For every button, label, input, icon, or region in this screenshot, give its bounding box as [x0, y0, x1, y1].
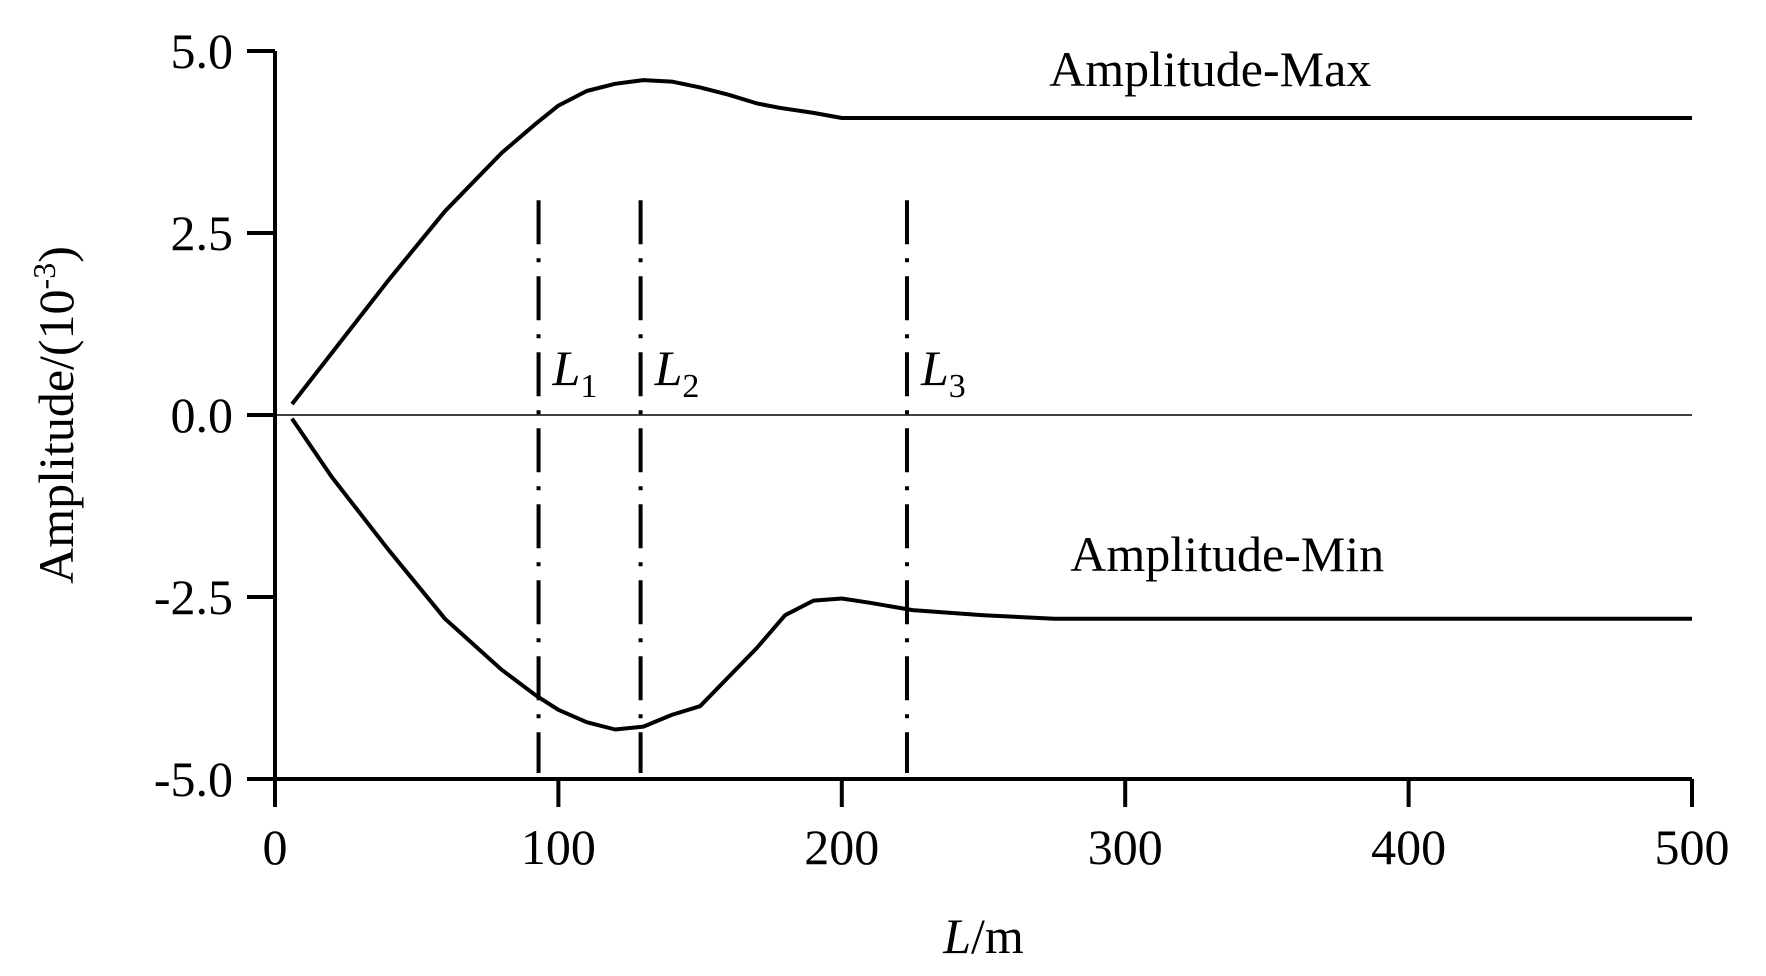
series-label-2: Amplitude-Min	[1070, 526, 1384, 582]
x-tick-label: 400	[1371, 819, 1446, 875]
y-axis-title-close: )	[28, 246, 84, 263]
y-axis-title-main: Amplitude/(10	[28, 289, 84, 583]
x-tick-label: 100	[521, 819, 596, 875]
marker-subscript: 1	[580, 368, 597, 405]
y-tick-label: -2.5	[154, 569, 233, 625]
marker-label-2: L2	[654, 340, 700, 405]
marker-letter: L	[552, 340, 581, 396]
marker-label-3: L3	[920, 340, 966, 405]
x-axis: 0 100 200 300 400 500	[263, 777, 1730, 875]
series-label-1: Amplitude-Max	[1049, 41, 1371, 97]
x-tick-label: 300	[1088, 819, 1163, 875]
y-axis-title-exponent: -3	[26, 263, 62, 290]
x-tick-label: 500	[1655, 819, 1730, 875]
y-tick-label: 5.0	[171, 23, 234, 79]
y-axis-title: Amplitude/(10-3)	[26, 246, 84, 584]
series-lines	[290, 78, 1692, 732]
marker-lines: L1 L2 L3	[536, 200, 966, 773]
marker-label-1: L1	[552, 340, 598, 405]
y-axis: 5.0 2.5 0.0 -2.5 -5.0	[154, 23, 1692, 807]
x-tick-label: 200	[804, 819, 879, 875]
labels: L/m Amplitude/(10-3) Amplitude-Max Amplitud…	[26, 41, 1384, 964]
y-tick-label: 2.5	[171, 205, 234, 261]
series-line-1	[290, 78, 1692, 406]
x-axis-unit: /m	[971, 908, 1024, 964]
x-axis-variable: L	[942, 908, 971, 964]
y-tick-label: 0.0	[171, 387, 234, 443]
x-tick-label: 0	[263, 819, 288, 875]
series-line-2	[290, 417, 1692, 732]
marker-letter: L	[654, 340, 683, 396]
marker-subscript: 3	[949, 368, 966, 405]
marker-letter: L	[920, 340, 949, 396]
marker-subscript: 2	[682, 368, 699, 405]
y-tick-label: -5.0	[154, 751, 233, 807]
x-axis-title: L/m	[942, 908, 1024, 964]
